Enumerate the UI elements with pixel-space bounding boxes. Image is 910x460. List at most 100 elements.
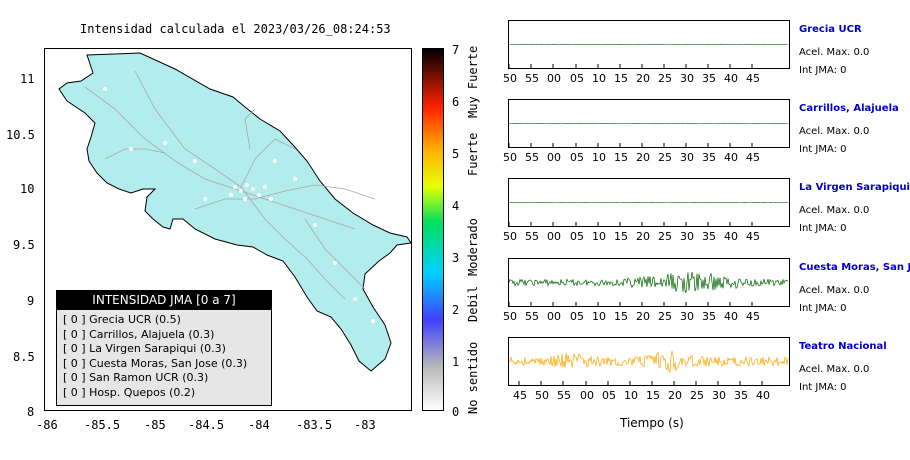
- time-tick-label: 25: [658, 151, 672, 164]
- station-name: Cuesta Moras, San Jose: [799, 262, 910, 273]
- station-int-jma: Int JMA: 0: [799, 382, 847, 393]
- time-tick-label: 10: [592, 72, 606, 85]
- station-name: Teatro Nacional: [799, 341, 887, 352]
- waveform-panel: [508, 99, 790, 148]
- time-tick-label: 05: [602, 389, 616, 402]
- map-xtick: -86: [36, 418, 58, 432]
- time-tick-label: 50: [503, 230, 517, 243]
- time-tick-label: 40: [756, 389, 770, 402]
- time-tick-label: 55: [525, 230, 539, 243]
- time-tick-label: 30: [680, 72, 694, 85]
- time-tick-label: 05: [570, 230, 584, 243]
- time-tick-label: 00: [547, 72, 561, 85]
- time-tick-label: 20: [636, 230, 650, 243]
- station-acel-max: Acel. Max. 0.0: [799, 126, 870, 137]
- time-tick-label: 50: [503, 151, 517, 164]
- waveform-trace: [509, 123, 788, 147]
- time-tick-label: 20: [636, 151, 650, 164]
- time-tick-label: 55: [525, 310, 539, 323]
- map-ytick: 8: [27, 405, 35, 419]
- station-acel-max: Acel. Max. 0.0: [799, 47, 870, 58]
- legend-row: [ 0 ] San Ramon UCR (0.3): [63, 371, 209, 384]
- time-tick-label: 10: [592, 310, 606, 323]
- time-tick-label: 10: [624, 389, 638, 402]
- map-xtick: -83.5: [296, 418, 333, 432]
- time-tick-label: 55: [557, 389, 571, 402]
- time-tick-label: 20: [636, 310, 650, 323]
- time-tick-label: 45: [746, 230, 760, 243]
- colorbar-number: 4: [452, 199, 460, 213]
- time-tick-label: 35: [702, 310, 716, 323]
- colorbar-word: Debil: [466, 285, 480, 322]
- legend-row: [ 0 ] Hosp. Quepos (0.2): [63, 385, 196, 399]
- time-tick-label: 45: [513, 389, 527, 402]
- time-tick-label: 10: [592, 230, 606, 243]
- station-acel-max: Acel. Max. 0.0: [799, 285, 870, 296]
- colorbar-number: 0: [452, 405, 460, 419]
- waveform-trace: [509, 350, 789, 385]
- time-tick-label: 40: [724, 310, 738, 323]
- time-tick-label: 25: [658, 230, 672, 243]
- time-axis-title: Tiempo (s): [620, 416, 684, 430]
- time-tick-label: 55: [525, 72, 539, 85]
- time-tick-label: 40: [724, 230, 738, 243]
- map-ytick: 11: [20, 72, 35, 86]
- station-int-jma: Int JMA: 0: [799, 144, 847, 155]
- station-markers: [103, 87, 377, 323]
- colorbar-number: 3: [452, 251, 460, 265]
- colorbar-word: Moderado: [466, 218, 480, 276]
- station-name: Carrillos, Alajuela: [799, 103, 899, 114]
- time-tick-label: 00: [547, 310, 561, 323]
- time-tick-label: 30: [680, 310, 694, 323]
- time-tick-label: 45: [746, 151, 760, 164]
- station-int-jma: Int JMA: 0: [799, 65, 847, 76]
- time-tick-label: 45: [746, 72, 760, 85]
- waveform-panel: [508, 20, 790, 69]
- legend-row: [ 0 ] Cuesta Moras, San Jose (0.3): [63, 356, 248, 370]
- colorbar-number: 7: [452, 43, 460, 57]
- road-network: [84, 70, 376, 300]
- map-xtick: -85.5: [84, 418, 121, 432]
- waveform-trace: [509, 202, 789, 226]
- time-tick-label: 35: [734, 389, 748, 402]
- legend-row: [ 0 ] Carrillos, Alajuela (0.3): [63, 327, 215, 341]
- station-int-jma: Int JMA: 0: [799, 303, 847, 314]
- time-tick-label: 40: [724, 151, 738, 164]
- map-ytick: 8.5: [13, 350, 35, 364]
- station-name: Grecia UCR: [799, 24, 862, 35]
- station-name: La Virgen Sarapiqui: [799, 182, 910, 193]
- station-acel-max: Acel. Max. 0.0: [799, 364, 870, 375]
- colorbar-number: 1: [452, 355, 460, 369]
- time-tick-label: 15: [646, 389, 660, 402]
- intensity-legend: INTENSIDAD JMA [0 a 7] [ 0 ] Grecia UCR …: [56, 290, 272, 406]
- time-tick-label: 00: [580, 389, 594, 402]
- land-shape: [58, 52, 411, 372]
- time-tick-label: 35: [702, 151, 716, 164]
- time-tick-label: 20: [668, 389, 682, 402]
- colorbar-number: 2: [452, 303, 460, 317]
- time-tick-label: 20: [636, 72, 650, 85]
- time-tick-label: 15: [614, 310, 628, 323]
- time-tick-label: 40: [724, 72, 738, 85]
- time-tick-label: 50: [503, 72, 517, 85]
- time-tick-label: 45: [746, 310, 760, 323]
- map-ytick: 9: [27, 294, 35, 308]
- intensity-map: [44, 48, 412, 411]
- time-tick-label: 10: [592, 151, 606, 164]
- intensity-colorbar: [422, 48, 444, 411]
- map-xtick: -84.5: [188, 418, 225, 432]
- time-tick-label: 15: [614, 72, 628, 85]
- waveform-trace: [509, 44, 788, 68]
- time-tick-label: 50: [503, 310, 517, 323]
- time-tick-label: 25: [658, 310, 672, 323]
- time-tick-label: 05: [570, 310, 584, 323]
- costa-rica-map: [58, 52, 411, 372]
- colorbar-number: 5: [452, 147, 460, 161]
- legend-title: INTENSIDAD JMA [0 a 7]: [57, 291, 271, 310]
- colorbar-word: Muy Fuerte: [466, 45, 480, 118]
- waveform-panel: [508, 258, 790, 307]
- map-ytick: 9.5: [13, 238, 35, 252]
- time-tick-label: 50: [535, 389, 549, 402]
- time-tick-label: 00: [547, 151, 561, 164]
- colorbar-word: Fuerte: [466, 132, 480, 176]
